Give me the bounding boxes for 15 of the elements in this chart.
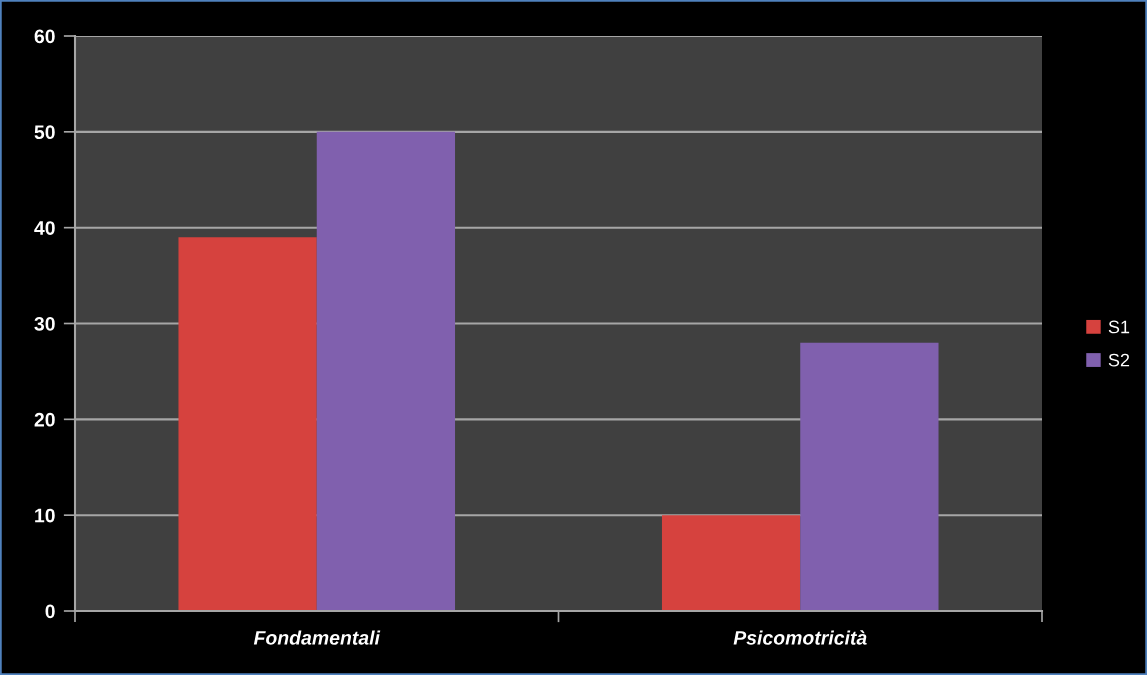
bar bbox=[800, 342, 939, 611]
y-tick-label: 20 bbox=[34, 412, 55, 427]
y-tick-label: 30 bbox=[34, 316, 55, 331]
bar bbox=[316, 131, 456, 611]
x-tick-label: Psicomotricità bbox=[733, 630, 867, 645]
legend-label: S2 bbox=[1108, 353, 1130, 367]
bar bbox=[661, 515, 801, 611]
y-tick-label: 40 bbox=[34, 221, 55, 235]
legend-label: S1 bbox=[1108, 320, 1130, 334]
y-tick-label: 10 bbox=[35, 508, 55, 523]
y-tick-label: 0 bbox=[45, 604, 55, 619]
bar bbox=[178, 237, 317, 611]
x-tick-label: Fondamentali bbox=[253, 630, 381, 645]
y-tick-label: 50 bbox=[34, 125, 55, 140]
y-tick-label: 60 bbox=[34, 29, 55, 44]
